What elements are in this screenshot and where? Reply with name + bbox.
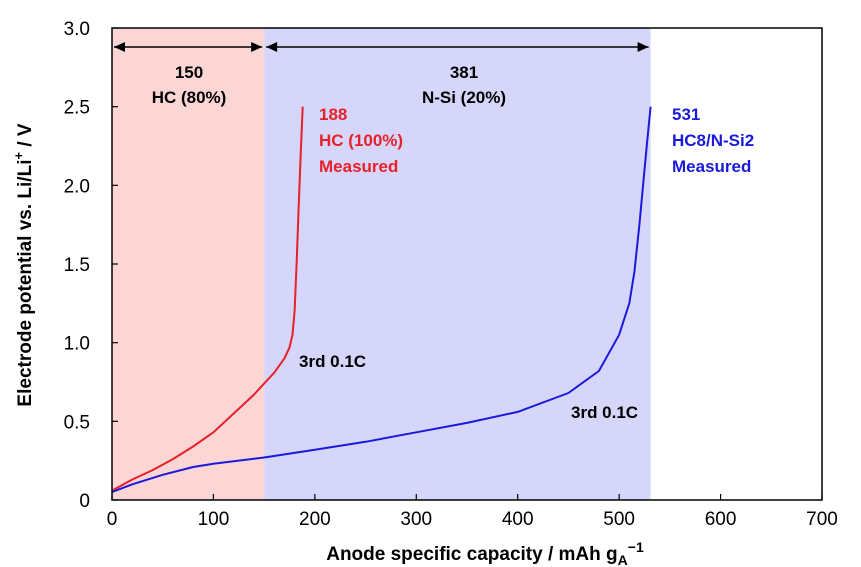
x-tick-label-3: 300 (400, 509, 432, 530)
series-hc-measured: Measured (319, 157, 398, 176)
span-arrowhead-left-1 (266, 42, 278, 52)
x-axis-title-superscript: −1 (628, 539, 644, 555)
region-nsi-label: N-Si (20%) (422, 88, 506, 107)
x-axis-title-subscript: A (618, 552, 628, 567)
y-tick-label-3: 1.5 (64, 255, 90, 276)
axis-ticks: 0 100 200 300 400 500 600 700 0 0.5 1.0 1.5 2.0 2.5 3.… (64, 19, 838, 530)
series-blend-rate-label: 3rd 0.1C (571, 403, 638, 422)
y-axis-title-superscript: + (11, 152, 26, 160)
x-tick-label-7: 700 (806, 509, 838, 530)
x-axis-title: Anode specific capacity / mAh gA−1 (326, 539, 644, 567)
span-arrowhead-right-1 (637, 42, 649, 52)
x-tick-label-1: 100 (198, 509, 230, 530)
region-hc-value: 150 (175, 63, 203, 82)
x-tick-label-4: 400 (502, 509, 534, 530)
x-tick-label-5: 500 (603, 509, 635, 530)
region-band-1 (264, 28, 651, 500)
series-hc-capacity: 188 (319, 105, 347, 124)
y-tick-label-2: 1.0 (64, 334, 90, 355)
y-tick-label-0: 0 (79, 491, 90, 512)
span-arrowhead-left-0 (114, 42, 125, 52)
span-arrowhead-right-0 (251, 42, 263, 52)
x-tick-label-6: 600 (705, 509, 737, 530)
shaded-regions (112, 28, 651, 500)
y-tick-label-6: 3.0 (64, 19, 90, 40)
series-hc-rate-label: 3rd 0.1C (299, 352, 366, 371)
series-line-1 (111, 106, 652, 494)
series-hc-name: HC (100%) (319, 131, 403, 150)
y-tick-label-4: 2.0 (64, 176, 90, 197)
x-tick-label-0: 0 (107, 509, 118, 530)
series-line-0 (111, 106, 304, 492)
y-tick-label-5: 2.5 (64, 98, 90, 119)
x-tick-label-2: 200 (299, 509, 331, 530)
y-tick-label-1: 0.5 (64, 412, 90, 433)
y-axis-title: Electrode potential vs. Li/Li+ / V (11, 123, 36, 406)
series-blend-capacity: 531 (672, 105, 700, 124)
region-nsi-value: 381 (450, 63, 478, 82)
series-blend-measured: Measured (672, 157, 751, 176)
region-hc-label: HC (80%) (152, 88, 227, 107)
span-arrows (114, 42, 649, 52)
region-band-0 (112, 28, 265, 500)
series-blend-name: HC8/N-Si2 (672, 131, 754, 150)
series-lines (111, 106, 652, 494)
